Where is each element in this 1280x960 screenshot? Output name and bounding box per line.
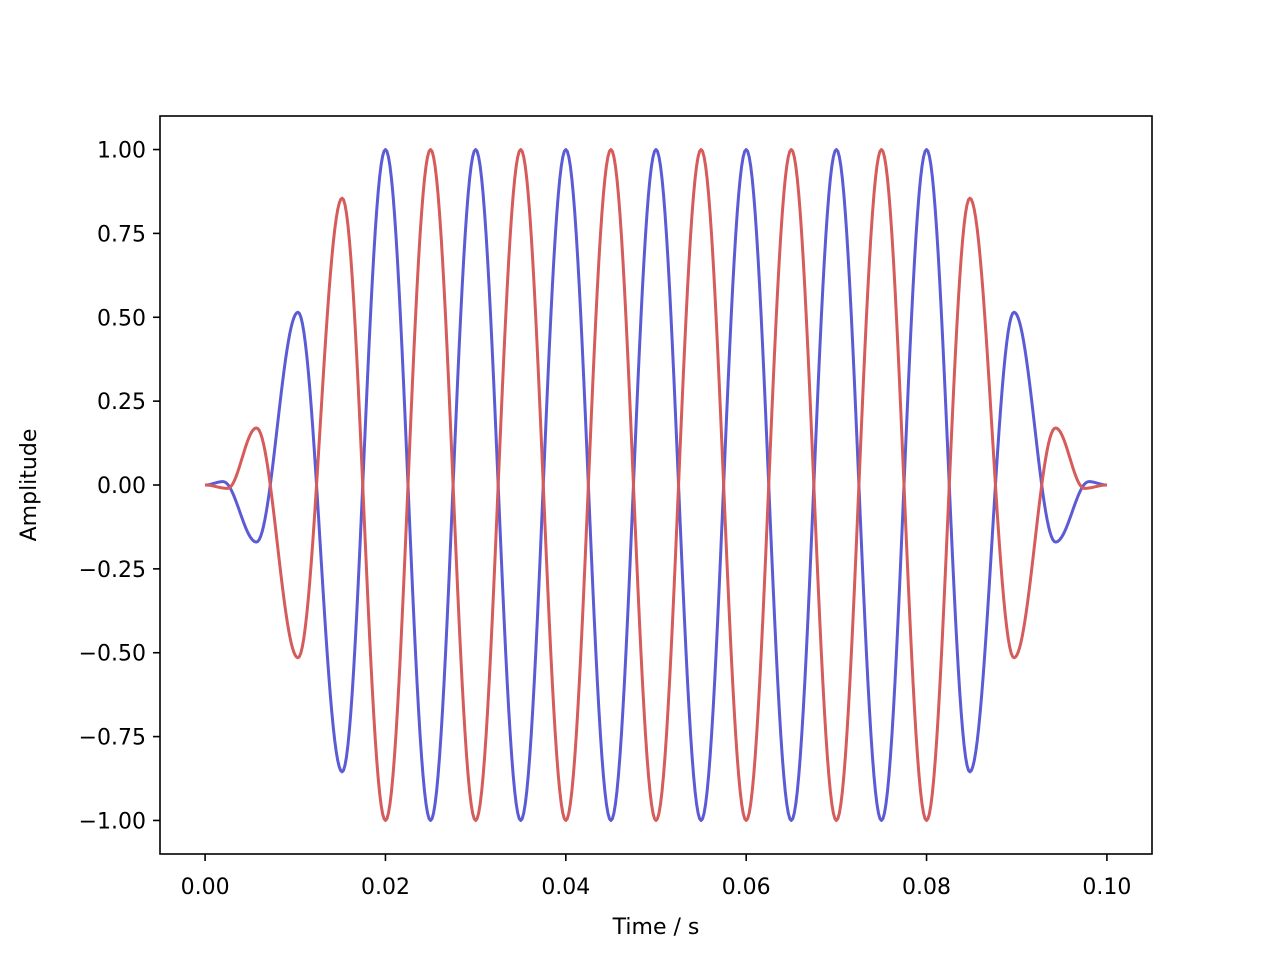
y-tick-label: −0.25 [79, 558, 146, 583]
y-tick-label: −0.50 [79, 642, 146, 667]
y-tick-label: 0.50 [97, 306, 146, 331]
y-tick-label: 1.00 [97, 139, 146, 164]
y-tick-label: 0.75 [97, 222, 146, 247]
series-layer [204, 148, 1108, 822]
x-tick-label: 0.10 [1082, 875, 1131, 900]
x-tick-label: 0.06 [722, 875, 771, 900]
y-axis-label: Amplitude [17, 429, 42, 542]
x-axis: 0.00 0.02 0.04 0.06 0.08 0.10 [181, 854, 1131, 900]
x-tick-label: 0.08 [902, 875, 951, 900]
x-tick-label: 0.04 [541, 875, 590, 900]
x-axis-label: Time / s [612, 915, 700, 940]
y-tick-label: −0.75 [79, 726, 146, 751]
y-tick-label: 0.25 [97, 390, 146, 415]
y-tick-label: −1.00 [79, 809, 146, 834]
series-line-1 [204, 148, 1108, 822]
x-tick-label: 0.00 [181, 875, 230, 900]
series-line-2 [204, 148, 1108, 822]
y-axis: 1.00 0.75 0.50 0.25 0.00 −0.25 −0.50 −0.75 −1.00 [79, 139, 160, 834]
x-tick-label: 0.02 [361, 875, 410, 900]
y-tick-label: 0.00 [97, 474, 146, 499]
